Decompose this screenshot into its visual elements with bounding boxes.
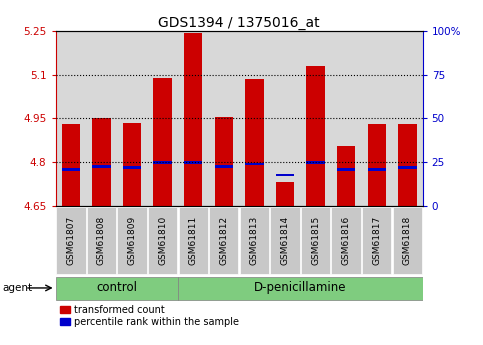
Text: GSM61818: GSM61818 — [403, 216, 412, 265]
Text: GSM61811: GSM61811 — [189, 216, 198, 265]
Text: GSM61807: GSM61807 — [66, 216, 75, 265]
Text: GSM61815: GSM61815 — [311, 216, 320, 265]
Bar — [56, 31, 86, 206]
FancyBboxPatch shape — [117, 207, 147, 274]
FancyBboxPatch shape — [178, 277, 423, 300]
FancyBboxPatch shape — [209, 207, 239, 274]
FancyBboxPatch shape — [393, 207, 422, 274]
FancyBboxPatch shape — [270, 207, 299, 274]
Bar — [392, 31, 423, 206]
Text: D-penicillamine: D-penicillamine — [254, 282, 346, 294]
Bar — [337, 146, 355, 206]
Bar — [123, 123, 141, 206]
Text: GSM61816: GSM61816 — [341, 216, 351, 265]
Bar — [92, 118, 111, 206]
Bar — [276, 174, 294, 177]
Bar — [147, 31, 178, 206]
Bar — [368, 124, 386, 206]
FancyBboxPatch shape — [56, 207, 85, 274]
Bar — [276, 182, 294, 206]
Bar — [239, 31, 270, 206]
Text: control: control — [96, 282, 137, 294]
Bar — [184, 161, 202, 164]
Bar — [123, 166, 141, 169]
Bar — [214, 117, 233, 206]
Bar — [62, 168, 80, 171]
Bar — [209, 31, 239, 206]
Bar — [178, 31, 209, 206]
Title: GDS1394 / 1375016_at: GDS1394 / 1375016_at — [158, 16, 320, 30]
Text: GSM61809: GSM61809 — [128, 216, 137, 265]
FancyBboxPatch shape — [331, 207, 361, 274]
Bar — [331, 31, 361, 206]
Text: GSM61817: GSM61817 — [372, 216, 381, 265]
Legend: transformed count, percentile rank within the sample: transformed count, percentile rank withi… — [60, 305, 239, 327]
Bar — [270, 31, 300, 206]
Bar — [154, 161, 172, 164]
Bar — [86, 31, 117, 206]
Text: agent: agent — [2, 284, 32, 294]
Bar — [368, 168, 386, 171]
Bar — [306, 66, 325, 206]
Bar — [245, 79, 264, 206]
Bar — [337, 168, 355, 171]
Text: GSM61813: GSM61813 — [250, 216, 259, 265]
FancyBboxPatch shape — [301, 207, 330, 274]
FancyBboxPatch shape — [87, 207, 116, 274]
Bar — [398, 124, 416, 206]
Bar — [300, 31, 331, 206]
Bar — [154, 78, 172, 206]
Bar — [361, 31, 392, 206]
Bar — [398, 166, 416, 169]
Text: GSM61812: GSM61812 — [219, 216, 228, 265]
Text: GSM61814: GSM61814 — [281, 216, 289, 265]
FancyBboxPatch shape — [240, 207, 269, 274]
Text: GSM61808: GSM61808 — [97, 216, 106, 265]
FancyBboxPatch shape — [179, 207, 208, 274]
Bar — [214, 166, 233, 168]
Text: GSM61810: GSM61810 — [158, 216, 167, 265]
Bar — [92, 166, 111, 168]
FancyBboxPatch shape — [56, 277, 178, 300]
Bar — [184, 32, 202, 206]
Bar — [306, 161, 325, 164]
FancyBboxPatch shape — [148, 207, 177, 274]
FancyBboxPatch shape — [362, 207, 391, 274]
Bar — [62, 124, 80, 206]
Bar — [245, 162, 264, 166]
Bar — [117, 31, 147, 206]
